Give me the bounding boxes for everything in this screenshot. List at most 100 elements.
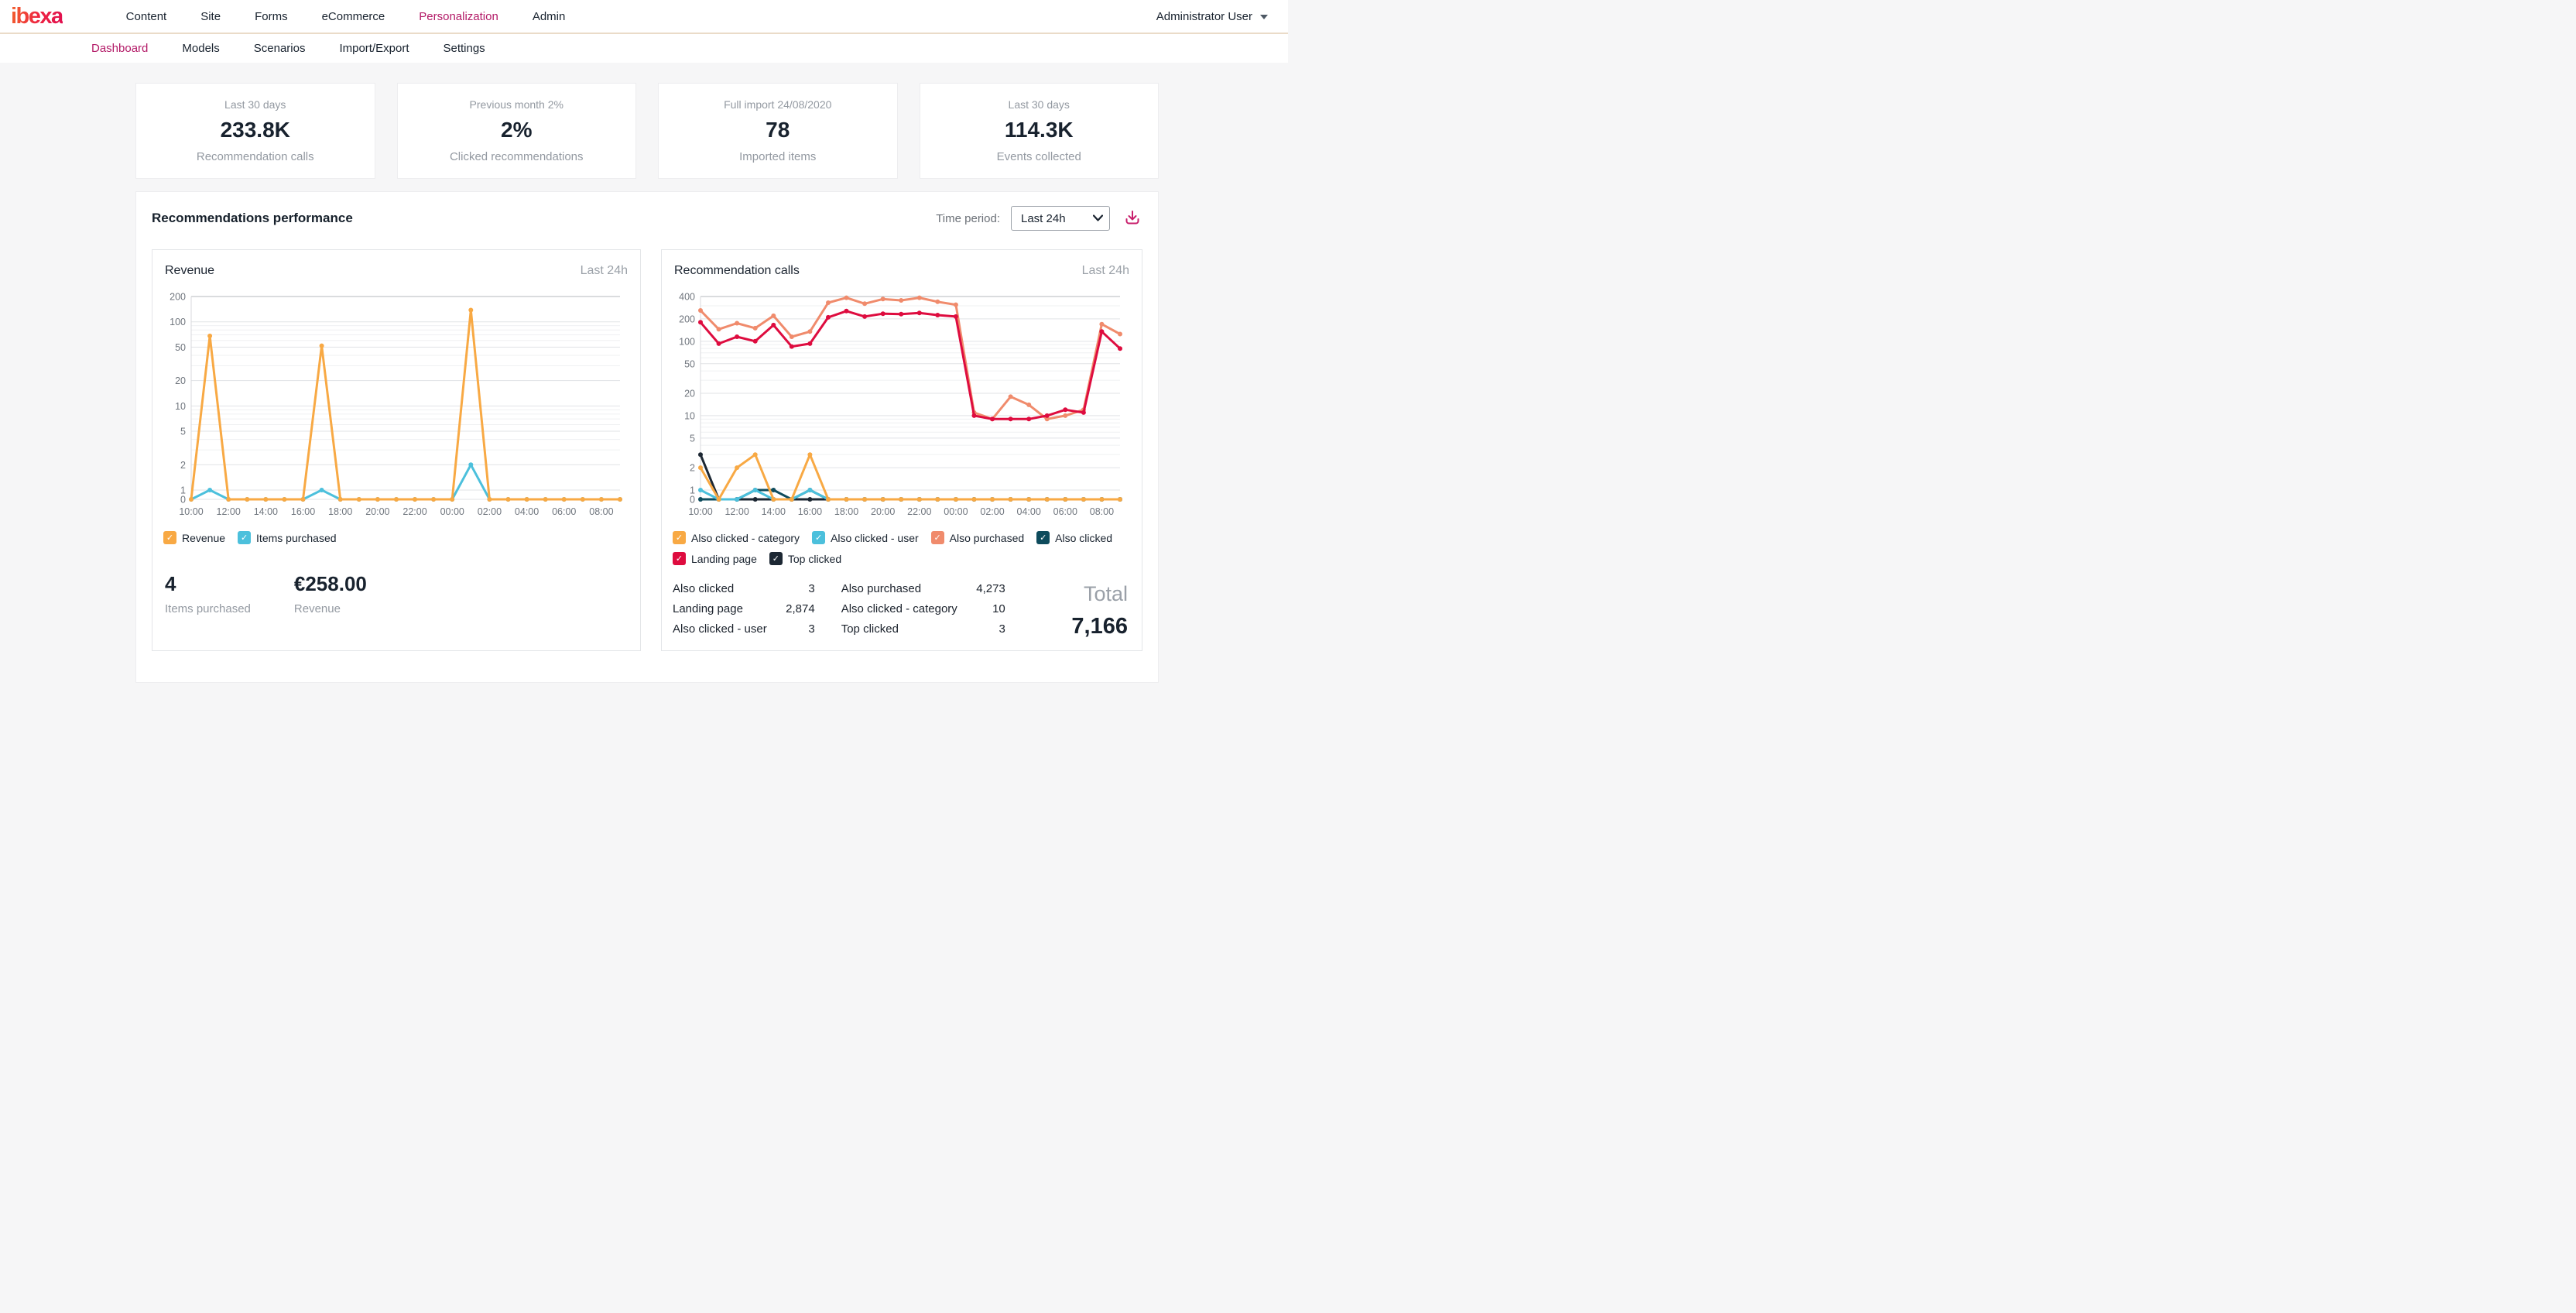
- stat-label: Clicked recommendations: [449, 150, 584, 163]
- chart-title: Revenue: [165, 264, 215, 277]
- download-icon[interactable]: [1122, 207, 1142, 230]
- recommendation-calls-chart-card: Recommendation calls Last 24h 400 200 100 5…: [661, 249, 1142, 651]
- total-block: Total 7,166: [1071, 582, 1128, 639]
- nav-item-forms[interactable]: Forms: [255, 9, 288, 23]
- stat-card-imported-items: Full import 24/08/2020 78 Imported items: [658, 83, 898, 179]
- svg-text:10: 10: [175, 401, 186, 412]
- legend-checkbox-revenue[interactable]: ✓ Revenue: [163, 531, 225, 544]
- legend-checkbox-also-clicked[interactable]: ✓ Also clicked: [1036, 531, 1112, 544]
- nav-item-admin[interactable]: Admin: [532, 9, 566, 23]
- chart-period: Last 24h: [1081, 264, 1129, 277]
- stat-caption: Last 30 days: [1008, 98, 1070, 111]
- svg-text:5: 5: [180, 427, 186, 437]
- totals-table: Also clicked 3 Landing page 2,874 Also click…: [673, 582, 1005, 639]
- svg-text:12:00: 12:00: [217, 506, 241, 517]
- svg-text:08:00: 08:00: [1090, 506, 1114, 517]
- svg-text:5: 5: [690, 433, 695, 444]
- stat-caption: Last 30 days: [224, 98, 286, 111]
- svg-text:22:00: 22:00: [402, 506, 426, 517]
- svg-text:400: 400: [679, 292, 695, 303]
- checkbox-checked-icon: ✓: [673, 552, 686, 565]
- legend-label: Also clicked - category: [691, 531, 800, 544]
- legend-checkbox-also-purchased[interactable]: ✓ Also purchased: [930, 531, 1024, 544]
- time-period-select[interactable]: Last 24h: [1011, 206, 1110, 231]
- legend-checkbox-also-clicked-category[interactable]: ✓ Also clicked - category: [673, 531, 800, 544]
- legend-checkbox-top-clicked[interactable]: ✓ Top clicked: [769, 552, 841, 565]
- main-menu: Content Site Forms eCommerce Personalization…: [109, 0, 583, 33]
- legend-label: Revenue: [182, 531, 226, 544]
- svg-text:10: 10: [684, 410, 695, 421]
- user-menu[interactable]: Administrator User: [1156, 9, 1252, 23]
- svg-text:22:00: 22:00: [907, 506, 931, 517]
- revenue-chart-card: Revenue Last 24h 200 100 50 20 10 5 2 1 0 10:00 12…: [152, 249, 641, 651]
- tab-dashboard[interactable]: Dashboard: [91, 42, 149, 55]
- totals-row-value: 3: [999, 622, 1005, 636]
- svg-text:06:00: 06:00: [552, 506, 576, 517]
- recommendation-calls-legend: ✓ Also clicked - category ✓ Also clicked - …: [673, 531, 1131, 565]
- stat-value: 2%: [501, 118, 533, 142]
- legend-label: Also clicked: [1055, 531, 1113, 544]
- svg-text:20:00: 20:00: [871, 506, 895, 517]
- svg-text:00:00: 00:00: [944, 506, 968, 517]
- svg-text:0: 0: [690, 495, 695, 506]
- svg-text:10:00: 10:00: [179, 506, 203, 517]
- chevron-down-icon[interactable]: [1260, 15, 1268, 19]
- nav-item-content[interactable]: Content: [125, 9, 167, 23]
- section-title: Recommendations performance: [152, 211, 353, 225]
- legend-label: Items purchased: [256, 531, 337, 544]
- nav-item-ecommerce[interactable]: eCommerce: [321, 9, 385, 23]
- tab-settings[interactable]: Settings: [443, 42, 485, 55]
- stat-label: Imported items: [739, 150, 817, 163]
- tab-models[interactable]: Models: [182, 42, 220, 55]
- checkbox-checked-icon: ✓: [1036, 531, 1050, 544]
- checkbox-checked-icon: ✓: [930, 531, 944, 544]
- tab-import-export[interactable]: Import/Export: [339, 42, 409, 55]
- totals-row-value: 10: [992, 602, 1005, 615]
- stat-card-recommendation-calls: Last 30 days 233.8K Recommendation calls: [135, 83, 375, 179]
- svg-text:1: 1: [690, 485, 695, 496]
- svg-text:50: 50: [684, 358, 695, 369]
- nav-item-personalization[interactable]: Personalization: [419, 9, 498, 23]
- svg-text:18:00: 18:00: [834, 506, 858, 517]
- svg-text:18:00: 18:00: [328, 506, 352, 517]
- stat-value: 114.3K: [1004, 118, 1074, 142]
- totals-row-label: Also purchased: [841, 582, 922, 595]
- recommendations-performance-panel: Recommendations performance Time period:…: [135, 191, 1159, 683]
- tab-scenarios[interactable]: Scenarios: [253, 42, 306, 55]
- totals-row-label: Also clicked - category: [841, 602, 957, 615]
- stat-cards-row: Last 30 days 233.8K Recommendation calls Pr…: [135, 83, 1159, 179]
- ibexa-logo[interactable]: ibexa: [11, 3, 63, 29]
- stat-label: Recommendation calls: [196, 150, 314, 163]
- stat-value: 233.8K: [220, 118, 290, 142]
- revenue-summary: €258.00 Revenue: [293, 572, 367, 615]
- svg-text:14:00: 14:00: [762, 506, 786, 517]
- checkbox-checked-icon: ✓: [769, 552, 783, 565]
- svg-text:02:00: 02:00: [478, 506, 502, 517]
- legend-checkbox-items-purchased[interactable]: ✓ Items purchased: [238, 531, 337, 544]
- stat-label: Events collected: [996, 150, 1081, 163]
- checkbox-checked-icon: ✓: [163, 531, 176, 544]
- legend-label: Landing page: [691, 552, 757, 565]
- svg-text:20:00: 20:00: [365, 506, 389, 517]
- checkbox-checked-icon: ✓: [812, 531, 826, 544]
- totals-row-label: Also clicked - user: [673, 622, 767, 636]
- svg-text:10:00: 10:00: [688, 506, 712, 517]
- legend-checkbox-also-clicked-user[interactable]: ✓ Also clicked - user: [812, 531, 919, 544]
- svg-text:1: 1: [180, 485, 186, 496]
- stat-card-clicked-recommendations: Previous month 2% 2% Clicked recommendatio…: [396, 83, 636, 179]
- checkbox-checked-icon: ✓: [238, 531, 252, 544]
- nav-item-site[interactable]: Site: [200, 9, 221, 23]
- totals-row-value: 3: [808, 582, 815, 595]
- items-purchased-summary: 4 Items purchased: [165, 572, 251, 615]
- svg-text:00:00: 00:00: [440, 506, 464, 517]
- totals-row-value: 4,273: [976, 582, 1005, 595]
- chart-title: Recommendation calls: [674, 264, 800, 277]
- stat-caption: Previous month 2%: [469, 98, 564, 111]
- stat-card-events-collected: Last 30 days 114.3K Events collected: [919, 83, 1159, 179]
- stat-value: 78: [766, 118, 790, 142]
- svg-text:0: 0: [180, 495, 186, 506]
- legend-checkbox-landing-page[interactable]: ✓ Landing page: [673, 552, 757, 565]
- svg-text:14:00: 14:00: [254, 506, 278, 517]
